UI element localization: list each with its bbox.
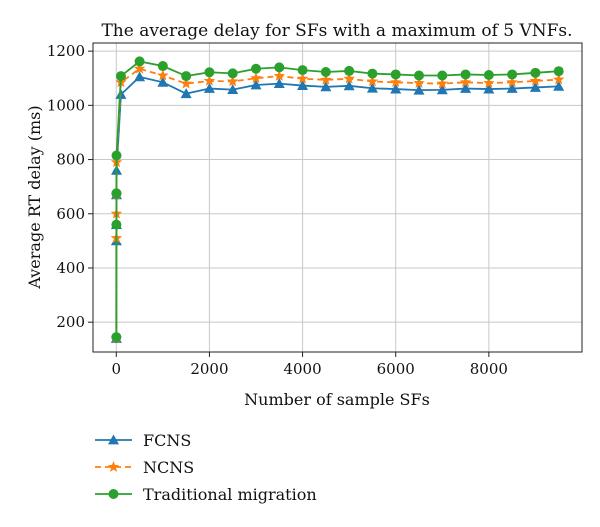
data-point — [507, 69, 518, 80]
data-point — [437, 70, 448, 81]
data-point — [297, 65, 308, 76]
data-point — [460, 69, 471, 80]
data-point — [296, 72, 309, 84]
data-series — [110, 56, 565, 344]
data-point — [460, 83, 472, 93]
x-tick-label: 0 — [112, 360, 122, 378]
data-point — [204, 67, 215, 78]
data-point — [529, 81, 541, 92]
data-point — [203, 74, 216, 86]
data-point — [436, 84, 448, 95]
data-point — [157, 76, 169, 87]
data-point — [413, 77, 425, 88]
data-point — [273, 70, 285, 81]
data-point — [366, 82, 378, 93]
data-point — [227, 84, 239, 95]
data-point — [553, 73, 565, 85]
data-point — [297, 80, 309, 90]
data-point — [320, 73, 332, 85]
y-tick-label: 1200 — [47, 42, 85, 60]
legend-item: NCNS — [95, 458, 194, 477]
data-point — [506, 83, 518, 93]
data-point — [390, 83, 402, 94]
data-point — [320, 67, 331, 78]
data-point — [251, 63, 261, 74]
data-point — [320, 81, 332, 92]
y-axis-ticks: 200 400 600 800 1000 1200 — [47, 42, 93, 331]
data-point — [367, 68, 378, 79]
data-point — [227, 68, 238, 79]
legend-marker — [108, 434, 119, 445]
data-point — [181, 71, 192, 82]
series-line — [115, 60, 559, 338]
data-point — [180, 77, 192, 89]
data-point — [227, 75, 239, 87]
data-point — [111, 188, 122, 199]
series-1 — [110, 71, 565, 343]
data-point — [413, 84, 425, 95]
data-point — [133, 62, 146, 74]
data-point — [134, 71, 146, 82]
legend-item: Traditional migration — [95, 485, 317, 504]
data-point — [506, 76, 518, 88]
x-axis-label: Number of sample SFs — [244, 390, 430, 409]
data-point — [343, 72, 355, 84]
x-tick-label: 4000 — [283, 360, 321, 378]
y-axis-label: Average RT delay (ms) — [25, 105, 44, 289]
data-point — [115, 71, 126, 82]
legend-label: FCNS — [143, 431, 191, 450]
y-tick-label: 800 — [56, 151, 85, 169]
series-line — [115, 75, 559, 339]
y-tick-label: 1000 — [47, 96, 85, 114]
data-point — [250, 72, 262, 84]
data-point — [390, 69, 401, 80]
data-point — [390, 76, 402, 88]
data-point — [553, 80, 565, 91]
data-point — [157, 69, 169, 81]
data-point — [273, 78, 285, 89]
data-point — [157, 61, 168, 72]
chart-title: The average delay for SFs with a maximum… — [101, 21, 572, 41]
x-tick-label: 8000 — [470, 360, 508, 378]
x-axis-ticks: 0 2000 4000 6000 8000 — [112, 352, 508, 378]
series-3 — [111, 56, 564, 343]
data-point — [529, 74, 542, 86]
data-point — [274, 62, 285, 73]
data-point — [250, 79, 262, 90]
legend-item: FCNS — [95, 431, 191, 450]
x-tick-label: 6000 — [377, 360, 415, 378]
series-line — [115, 67, 559, 339]
data-point — [483, 69, 494, 80]
data-point — [483, 83, 495, 94]
data-point — [203, 83, 215, 93]
data-point — [459, 76, 472, 88]
y-tick-label: 200 — [56, 313, 85, 331]
data-point — [530, 67, 541, 78]
data-point — [134, 56, 145, 67]
legend-label: NCNS — [143, 458, 194, 477]
data-point — [111, 219, 122, 230]
legend-label: Traditional migration — [143, 485, 317, 504]
grid-lines — [93, 43, 582, 352]
data-point — [436, 77, 448, 89]
series-2 — [110, 62, 565, 344]
legend-marker — [108, 489, 119, 499]
plot-frame — [92, 42, 583, 353]
y-tick-label: 600 — [56, 205, 85, 223]
data-point — [343, 80, 355, 91]
data-point — [366, 75, 379, 87]
legend: FCNS NCNS Traditional migration — [95, 431, 317, 504]
data-point — [414, 70, 424, 81]
data-point — [483, 77, 495, 88]
data-point — [553, 66, 564, 77]
data-point — [180, 88, 192, 99]
data-point — [111, 332, 122, 343]
data-point — [111, 150, 122, 161]
legend-marker — [107, 461, 120, 472]
data-point — [344, 65, 355, 76]
y-tick-label: 400 — [56, 259, 85, 277]
x-tick-label: 2000 — [190, 360, 228, 378]
